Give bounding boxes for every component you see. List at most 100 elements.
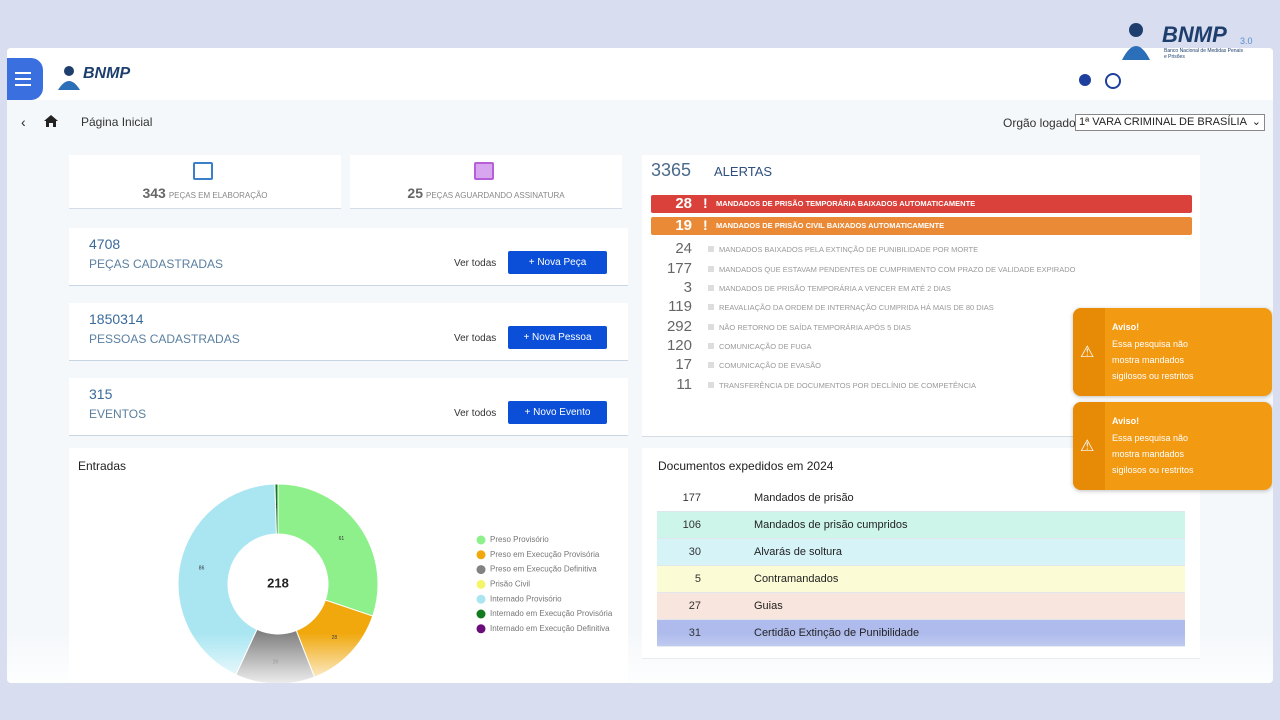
breadcrumb[interactable]: Página Inicial (81, 115, 153, 129)
legend-label: Internado em Execução Definitiva (490, 624, 610, 633)
corner-logo: BNMP 3.0 Banco Nacional de Medidas Penai… (1118, 18, 1258, 66)
card-button[interactable]: + Nova Pessoa (508, 326, 607, 349)
legend-swatch (476, 550, 486, 560)
corner-logo-subtitle: Banco Nacional de Medidas Penais e Prisõ… (1164, 48, 1243, 60)
toast-icon: ⚠ (1080, 344, 1095, 361)
legend-label: Preso em Execução Provisória (490, 550, 600, 559)
slice-label: 1 (275, 503, 278, 509)
summary-label: PEÇAS EM ELABORAÇÃO (168, 191, 268, 200)
card-button[interactable]: + Novo Evento (508, 401, 607, 424)
legend-swatch (476, 565, 486, 575)
alert-text: MANDADOS DE PRISÃO TEMPORÁRIA BAIXADOS A… (716, 199, 976, 208)
header (7, 48, 1273, 100)
alert-count: 120 (666, 337, 692, 354)
alert-count: 17 (675, 356, 692, 373)
alert-count: 11 (676, 376, 692, 393)
alert-text: MANDADOS DE PRISÃO CIVIL BAIXADOS AUTOMA… (716, 221, 945, 230)
slice-label: 61 (339, 536, 345, 542)
card-link[interactable]: Ver todas (454, 258, 497, 269)
card-count: 4708 (89, 236, 121, 252)
alert-bullet (708, 324, 714, 330)
orgao-label: Orgão logado: (1003, 116, 1080, 130)
stat-card: 4708 PEÇAS CADASTRADAS Ver todas + Nova Peç… (69, 228, 628, 286)
card-label: PEÇAS CADASTRADAS (89, 257, 224, 271)
document-label: Contramandados (754, 573, 839, 585)
corner-logo-version: 3.0 (1240, 36, 1253, 46)
legend-swatch (476, 594, 486, 604)
info-icon[interactable] (1079, 74, 1091, 86)
card-link[interactable]: Ver todas (454, 333, 497, 344)
alert-icon: ! (703, 217, 708, 233)
alert-count: 292 (666, 318, 692, 335)
alert-bullet (708, 362, 714, 368)
documents-title: Documentos expedidos em 2024 (658, 459, 834, 473)
alert-bullet (708, 285, 714, 291)
card-button[interactable]: + Nova Peça (508, 251, 607, 274)
summary-count: 343 (142, 185, 166, 201)
document-count: 5 (694, 573, 701, 585)
document-count: 177 (682, 492, 701, 504)
alert-text: NÃO RETORNO DE SAÍDA TEMPORÁRIA APÓS 5 D… (719, 323, 911, 332)
alert-text: COMUNICAÇÃO DE FUGA (719, 342, 812, 351)
header-icons (1079, 73, 1121, 89)
help-icon[interactable] (1105, 73, 1121, 89)
alert-text: COMUNICAÇÃO DE EVASÃO (719, 361, 821, 370)
document-label: Mandados de prisão (754, 492, 854, 504)
menu-button[interactable] (7, 58, 43, 100)
warning-toast[interactable]: ⚠ Aviso! Essa pesquisa não mostra mandados… (1073, 402, 1272, 490)
document-label: Alvarás de soltura (754, 546, 843, 558)
summary-label: PEÇAS AGUARDANDO ASSINATURA (426, 191, 565, 200)
toast-title: Aviso! (1112, 322, 1140, 332)
alert-bullet (708, 382, 714, 388)
corner-logo-icon (1122, 23, 1150, 60)
alert-count: 24 (675, 240, 692, 257)
legend-swatch (476, 609, 486, 619)
card-count: 315 (89, 386, 113, 402)
slice-label: 86 (199, 566, 205, 572)
orgao-select[interactable]: 1ª VARA CRIMINAL DE BRASÍLIA ⌄ (1075, 114, 1265, 131)
orgao-value: 1ª VARA CRIMINAL DE BRASÍLIA (1079, 116, 1247, 128)
menu-icon (15, 72, 31, 86)
legend-swatch (476, 535, 486, 545)
toast-title: Aviso! (1112, 416, 1140, 426)
summary-line: 343 PEÇAS EM ELABORAÇÃO (69, 185, 341, 203)
legend-label: Internado em Execução Provisória (490, 609, 613, 618)
document-count: 30 (688, 546, 701, 558)
document-label: Mandados de prisão cumpridos (754, 519, 908, 531)
logo[interactable]: BNMP (55, 62, 155, 96)
summary-icon (193, 162, 213, 180)
home-icon[interactable] (43, 114, 59, 128)
legend-label: Prisão Civil (490, 580, 530, 589)
document-count: 27 (688, 600, 701, 612)
alert-count: 3 (683, 279, 692, 296)
card-label: EVENTOS (89, 407, 147, 421)
legend-swatch (476, 579, 486, 589)
select-arrow: ⌄ (1251, 116, 1261, 128)
alert-bar: 19! MANDADOS DE PRISÃO CIVIL BAIXADOS AUT… (651, 217, 1192, 235)
document-count: 106 (682, 519, 701, 531)
warning-toast[interactable]: ⚠ Aviso! Essa pesquisa não mostra mandados… (1073, 308, 1272, 396)
back-icon[interactable]: ‹ (21, 114, 26, 130)
document-row: 5 Contramandados (657, 566, 1185, 593)
toast-icon: ⚠ (1080, 438, 1095, 455)
logo-icon (58, 66, 80, 90)
document-row: 27 Guias (657, 593, 1185, 620)
alert-text: TRANSFERÊNCIA DE DOCUMENTOS POR DECLÍNIO… (719, 381, 976, 390)
summary-card[interactable]: 25 PEÇAS AGUARDANDO ASSINATURA (350, 155, 622, 209)
alert-count: 19 (675, 217, 692, 234)
donut-slice (177, 483, 277, 676)
alert-bullet (708, 266, 714, 272)
stat-card: 1850314 PESSOAS CADASTRADAS Ver todas + Nov… (69, 303, 628, 361)
alerts-title: ALERTAS (714, 164, 773, 179)
corner-logo-title: BNMP (1162, 22, 1227, 47)
toast-text: Essa pesquisa não mostra mandados sigilo… (1112, 339, 1194, 381)
toast-icon-area (1073, 308, 1105, 396)
card-link[interactable]: Ver todos (454, 408, 497, 419)
document-row: 106 Mandados de prisão cumpridos (657, 512, 1185, 539)
card-label: PESSOAS CADASTRADAS (89, 332, 240, 346)
summary-card[interactable]: 343 PEÇAS EM ELABORAÇÃO (69, 155, 341, 209)
legend-swatch (476, 624, 486, 634)
document-label: Guias (754, 600, 783, 612)
alert-text: REAVALIAÇÃO DA ORDEM DE INTERNAÇÃO CUMPR… (719, 303, 994, 312)
summary-icon (474, 162, 494, 180)
